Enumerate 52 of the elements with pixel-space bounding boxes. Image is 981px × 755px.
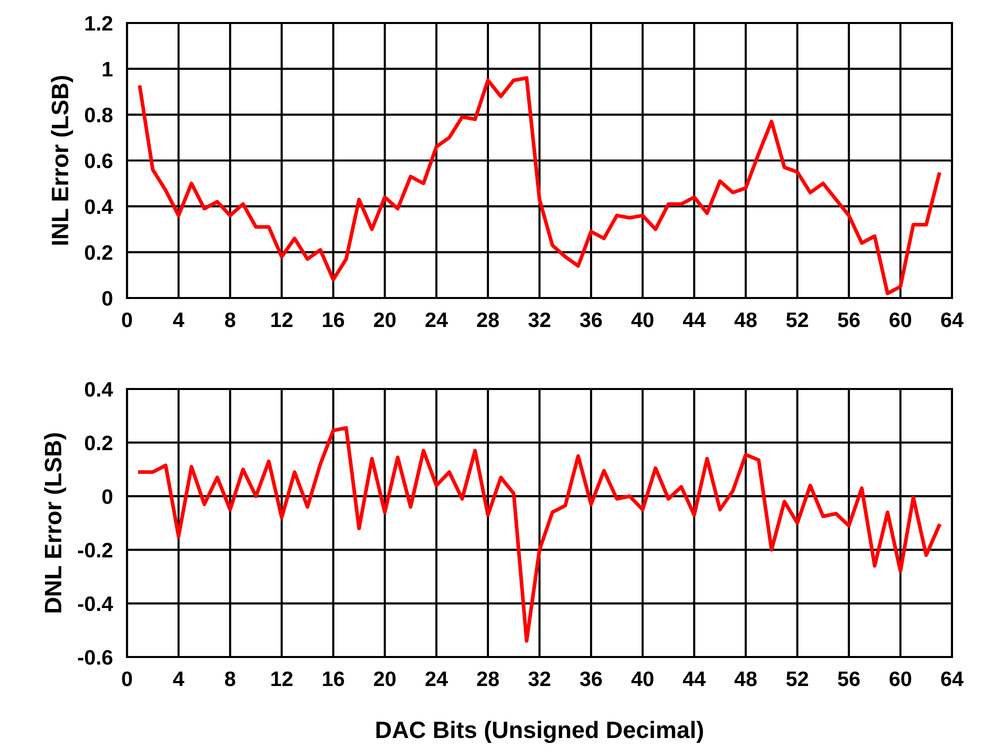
x-tick-label: 52 (786, 671, 808, 686)
y-axis-title: INL Error (LSB) (51, 76, 74, 245)
line-series (138, 76, 941, 296)
y-tick-label: 0.2 (84, 245, 112, 260)
x-tick-label: 0 (122, 671, 132, 686)
y-tick-label: 0 (102, 291, 112, 306)
x-tick-label: 8 (224, 671, 236, 686)
x-tick-label: 40 (631, 312, 654, 328)
y-tick-label: 0.6 (84, 154, 112, 168)
y-tick-label: -0.6 (78, 650, 112, 665)
x-tick-label: 24 (426, 312, 448, 327)
x-tick-label: 48 (734, 671, 757, 686)
y-tick-label: 1.2 (85, 16, 112, 31)
x-tick-label: 64 (941, 312, 964, 328)
x-tick-label: 32 (528, 312, 550, 328)
x-tick-label: 4 (173, 672, 184, 686)
x-tick-label: 28 (477, 312, 499, 328)
x-tick-label: 20 (374, 671, 396, 686)
y-tick-label: 0.4 (84, 382, 113, 397)
x-tick-label: 36 (580, 671, 602, 686)
x-tick-label: 52 (786, 312, 808, 328)
x-tick-label: 44 (682, 672, 706, 686)
y-tick-label: 0.8 (84, 108, 112, 122)
x-tick-label: 48 (734, 312, 757, 328)
x-tick-label: 24 (426, 671, 448, 686)
x-tick-label: 44 (682, 312, 706, 327)
x-tick-label: 0 (122, 312, 132, 328)
x-tick-label: 28 (477, 671, 499, 686)
y-axis-title: DNL Error (LSB) (44, 433, 66, 612)
y-tick-label: 0.4 (84, 199, 113, 214)
x-tick-label: 56 (838, 312, 860, 328)
x-tick-label: 60 (890, 312, 912, 328)
y-tick-label: 0.2 (84, 436, 112, 450)
x-tick-label: 32 (528, 671, 550, 686)
y-tick-label: 1 (102, 62, 113, 76)
x-axis-title: DAC Bits (Unsigned Decimal) (376, 720, 703, 743)
x-tick-label: 64 (941, 671, 964, 686)
x-tick-label: 40 (631, 671, 654, 686)
y-tick-label: -0.2 (78, 542, 112, 558)
x-tick-label: 56 (838, 671, 860, 686)
x-tick-label: 16 (322, 312, 344, 328)
x-tick-label: 12 (271, 312, 292, 327)
x-tick-label: 16 (322, 671, 344, 686)
line-series (138, 426, 941, 643)
x-tick-label: 8 (224, 312, 236, 328)
x-tick-label: 4 (173, 312, 184, 327)
y-tick-label: 0 (102, 489, 112, 504)
x-tick-label: 12 (271, 671, 292, 686)
x-tick-label: 60 (890, 671, 912, 686)
y-tick-label: -0.4 (78, 596, 114, 612)
x-tick-label: 36 (580, 312, 602, 328)
x-tick-label: 20 (374, 312, 396, 328)
